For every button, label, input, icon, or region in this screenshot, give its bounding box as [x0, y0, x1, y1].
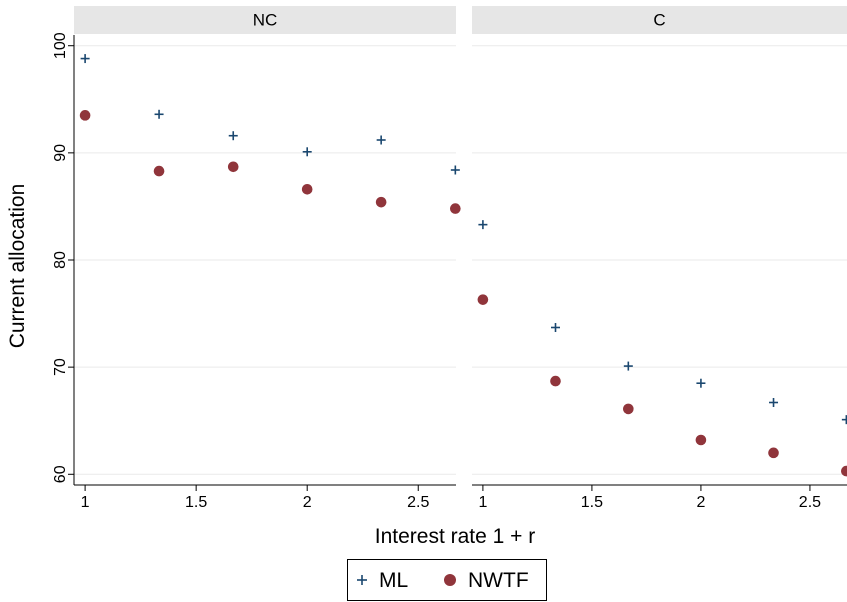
ml-point [80, 54, 90, 64]
panel-strip-label: NC [253, 10, 278, 29]
nwtf-point [768, 447, 779, 459]
nwtf-point [477, 294, 489, 305]
x-tick-label: 2.5 [407, 494, 429, 511]
x-tick-label: 1 [81, 494, 90, 511]
nwtf-point [375, 196, 387, 208]
panels: NC 1 1.5 2 2.5 C 1 1.5 2 2.5 [74, 6, 847, 511]
x-axis-title: Interest rate 1 + r [375, 525, 536, 548]
y-tick-label: 70 [52, 358, 69, 376]
legend-ml-label: ML [379, 569, 408, 592]
x-tick-label: 2.5 [799, 494, 821, 511]
nwtf-point [841, 465, 847, 477]
nwtf-point [450, 203, 461, 214]
legend-nwtf-marker [444, 574, 456, 586]
legend-nwtf-label: NWTF [468, 569, 529, 592]
x-tick-label: 2 [303, 494, 312, 511]
ml-point [228, 131, 238, 141]
x-tick-label: 2 [696, 494, 705, 511]
panel-strip [74, 6, 456, 34]
ml-point [376, 135, 386, 145]
y-tick-label: 60 [52, 465, 69, 483]
legend: ML NWTF [347, 559, 547, 601]
ml-point [154, 109, 164, 119]
nwtf-point [550, 375, 561, 387]
nwtf-point [301, 183, 313, 195]
panel-nc: NC 1 1.5 2 2.5 [74, 6, 461, 511]
panel-c: C 1 1.5 2 2.5 [472, 6, 847, 511]
nwtf-point [695, 434, 707, 446]
ml-point [769, 398, 779, 407]
nwtf-point [623, 403, 634, 415]
y-tick-label: 80 [52, 251, 69, 269]
x-tick-label: 1.5 [185, 494, 207, 511]
ml-point [696, 378, 706, 388]
nwtf-point [153, 165, 165, 177]
panel-strip-label: C [653, 10, 665, 29]
x-tick-label: 1.5 [581, 494, 603, 511]
legend-ml-marker [357, 575, 367, 585]
ml-point [841, 415, 847, 425]
panel-strip [472, 6, 847, 34]
y-tick-label: 100 [52, 32, 69, 59]
ml-point [623, 361, 633, 371]
ml-point [551, 323, 561, 332]
x-tick-label: 1 [478, 494, 487, 511]
nwtf-point [79, 110, 91, 121]
ml-point [302, 147, 312, 157]
ml-point [450, 165, 460, 175]
y-tick-label: 90 [52, 144, 69, 162]
nwtf-point [227, 161, 239, 173]
ml-point [478, 220, 488, 230]
y-axis-title: Current allocation [6, 184, 29, 349]
y-axis: 60 70 80 90 100 [52, 32, 75, 485]
